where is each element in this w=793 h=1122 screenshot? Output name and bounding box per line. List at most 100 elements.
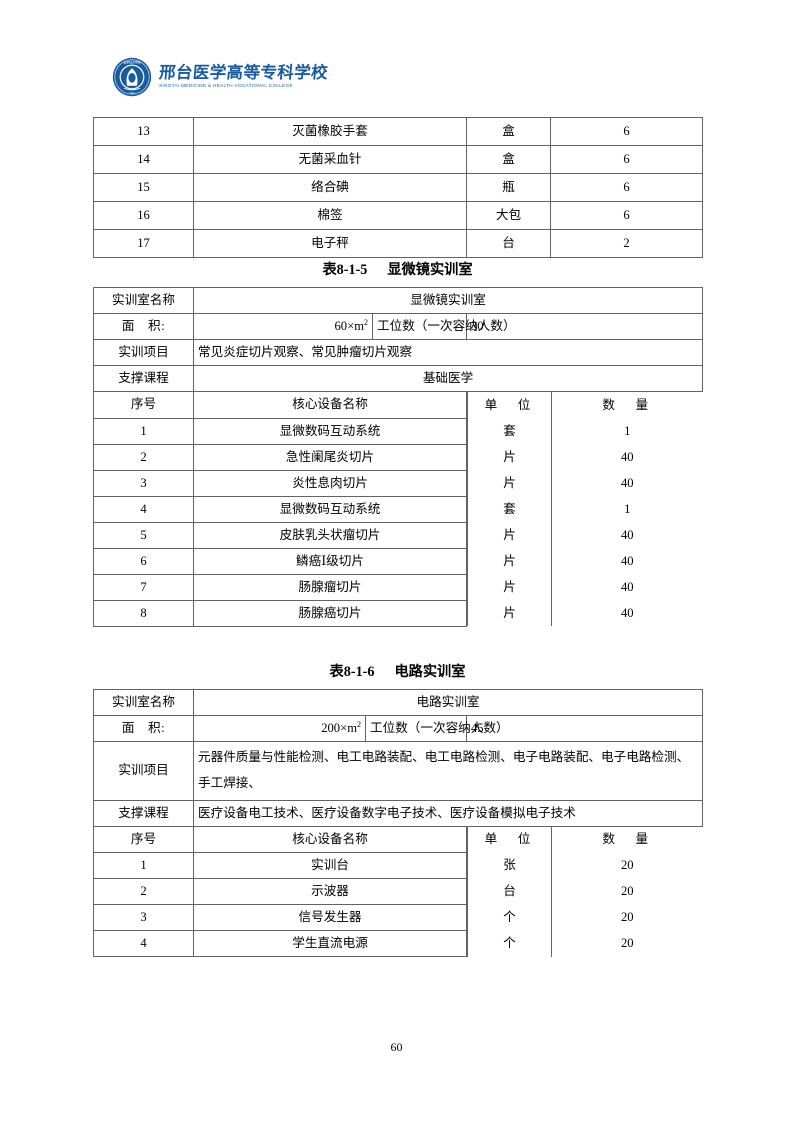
label-area: 面 积: <box>93 313 194 340</box>
cell-name: 炎性息肉切片 <box>193 469 467 497</box>
table-row: 14 无菌采血针 盒 6 <box>93 145 703 174</box>
institution-name-en: XINGTAI MEDICINE & HEALTH VOCATIONAL COL… <box>159 83 293 89</box>
caption-number: 8-1-6 <box>343 664 375 680</box>
cell-unit: 片 <box>467 470 552 496</box>
cell-unit: 套 <box>467 496 552 522</box>
table-row: 16 棉签 大包 6 <box>93 201 703 230</box>
cell-qty: 6 <box>550 201 703 230</box>
cell-no: 6 <box>93 547 194 575</box>
cell-name: 显微数码互动系统 <box>193 495 467 523</box>
table-row: 7 肠腺瘤切片 片 40 <box>93 573 703 601</box>
label-project: 实训项目 <box>93 741 194 801</box>
cell-unit: 片 <box>467 574 552 600</box>
table-row: 17 电子秤 台 2 <box>93 229 703 258</box>
caption-title: 显微镜实训室 <box>387 262 473 278</box>
course-row: 支撑课程 医疗设备电工技术、医疗设备数字电子技术、医疗设备模拟电子技术 <box>93 799 704 827</box>
cell-name: 灭菌橡胶手套 <box>193 117 467 146</box>
label-room-name: 实训室名称 <box>93 287 194 314</box>
institution-header: 医学技术学院 1945 邢台医学高等专科学校 XINGTAI MEDICINE … <box>112 57 329 97</box>
cell-qty: 6 <box>550 145 703 174</box>
value-area: 60×m2 <box>193 313 373 340</box>
caption-label: 表 <box>322 262 337 278</box>
cell-no: 13 <box>93 117 194 146</box>
area-number: 60×m <box>334 319 365 334</box>
cell-unit: 个 <box>467 930 552 957</box>
table-row: 4 显微数码互动系统 套 1 <box>93 495 703 523</box>
equipment-table-continued: 13 灭菌橡胶手套 盒 6 14 无菌采血针 盒 6 15 络合碘 瓶 6 16… <box>93 117 703 258</box>
cell-unit: 瓶 <box>466 173 551 202</box>
caption-number: 8-1-5 <box>336 262 368 278</box>
room-name-row: 实训室名称 电路实训室 <box>93 689 704 716</box>
label-project: 实训项目 <box>93 339 194 366</box>
column-header-qty: 数 量 <box>550 826 703 853</box>
area-unit-exponent: 2 <box>357 719 361 729</box>
value-project: 常见炎症切片观察、常见肿瘤切片观察 <box>193 339 703 366</box>
cell-name: 络合碘 <box>193 173 467 202</box>
cell-unit: 张 <box>467 852 552 879</box>
cell-unit: 台 <box>466 229 551 258</box>
column-header-name: 核心设备名称 <box>193 825 467 854</box>
cell-qty: 1 <box>551 418 703 444</box>
cell-unit-qty: 台 20 <box>467 878 703 905</box>
cell-unit: 个 <box>467 904 552 931</box>
value-room-name: 电路实训室 <box>192 689 704 716</box>
table-row: 8 肠腺癌切片 片 40 <box>93 599 703 627</box>
table-row: 1 显微数码互动系统 套 1 <box>93 417 703 445</box>
value-project: 元器件质量与性能检测、电工电路装配、电工电路检测、电子电路装配、电子电路检测、手… <box>192 741 704 801</box>
label-course: 支撑课程 <box>93 365 194 392</box>
cell-name: 棉签 <box>193 201 467 230</box>
cell-unit: 片 <box>467 444 552 470</box>
cell-qty: 40 <box>551 522 703 548</box>
cell-name: 鳞癌Ⅰ级切片 <box>193 547 467 575</box>
cell-unit-qty: 套 1 <box>467 418 703 444</box>
cell-qty: 20 <box>550 878 703 905</box>
table-row: 6 鳞癌Ⅰ级切片 片 40 <box>93 547 703 575</box>
cell-no: 1 <box>93 852 194 880</box>
cell-unit-qty: 张 20 <box>467 852 703 879</box>
lab-table-8-1-5: 实训室名称 显微镜实训室 面 积: 60×m2 工位数（一次容纳人数） 30 实… <box>93 287 703 627</box>
cell-no: 17 <box>93 229 194 258</box>
cell-unit-qty: 个 20 <box>467 904 703 931</box>
cell-qty: 1 <box>551 496 703 522</box>
cell-qty: 20 <box>550 904 703 931</box>
cell-unit: 盒 <box>466 117 551 146</box>
cell-qty: 6 <box>550 173 703 202</box>
cell-qty: 40 <box>551 600 703 626</box>
project-row: 实训项目 常见炎症切片观察、常见肿瘤切片观察 <box>93 339 703 366</box>
cell-no: 5 <box>93 521 194 549</box>
value-area: 200×m2 <box>193 715 366 742</box>
cell-no: 14 <box>93 145 194 174</box>
cell-unit: 片 <box>467 548 552 574</box>
area-unit-exponent: 2 <box>364 317 368 327</box>
value-course: 医疗设备电工技术、医疗设备数字电子技术、医疗设备模拟电子技术 <box>192 799 704 827</box>
area-number: 200×m <box>321 721 357 736</box>
value-course: 基础医学 <box>193 365 703 392</box>
cell-no: 15 <box>93 173 194 202</box>
label-workstations: 工位数（一次容纳人数） <box>372 313 516 340</box>
column-header-unit: 单 位 <box>467 392 552 418</box>
cell-unit-qty: 片 40 <box>467 470 703 496</box>
cell-unit: 盒 <box>466 145 551 174</box>
label-course: 支撑课程 <box>93 799 194 827</box>
course-row: 支撑课程 基础医学 <box>93 365 703 392</box>
cell-unit-qty: 个 20 <box>467 930 703 957</box>
value-workstations: 45 <box>465 715 704 742</box>
table-caption-8-1-6: 表8-1-6 电路实训室 <box>93 661 702 681</box>
college-seal-icon: 医学技术学院 1945 <box>112 57 152 97</box>
table-row: 3 信号发生器 个 20 <box>93 904 703 932</box>
table-row: 15 络合碘 瓶 6 <box>93 173 703 202</box>
cell-name: 示波器 <box>193 878 467 906</box>
column-header-unit-qty: 单 位 数 量 <box>467 392 703 418</box>
table-row: 2 示波器 台 20 <box>93 878 703 906</box>
cell-no: 8 <box>93 599 194 627</box>
cell-unit: 套 <box>467 418 552 444</box>
cell-unit: 台 <box>467 878 552 905</box>
table-row: 2 急性阑尾炎切片 片 40 <box>93 443 703 471</box>
column-header-unit-qty: 单 位 数 量 <box>467 826 703 853</box>
caption-title: 电路实训室 <box>394 664 466 680</box>
cell-unit-qty: 片 40 <box>467 548 703 574</box>
cell-no: 2 <box>93 443 194 471</box>
table-caption-8-1-5: 表8-1-5 显微镜实训室 <box>93 259 702 279</box>
value-room-name: 显微镜实训室 <box>193 287 703 314</box>
